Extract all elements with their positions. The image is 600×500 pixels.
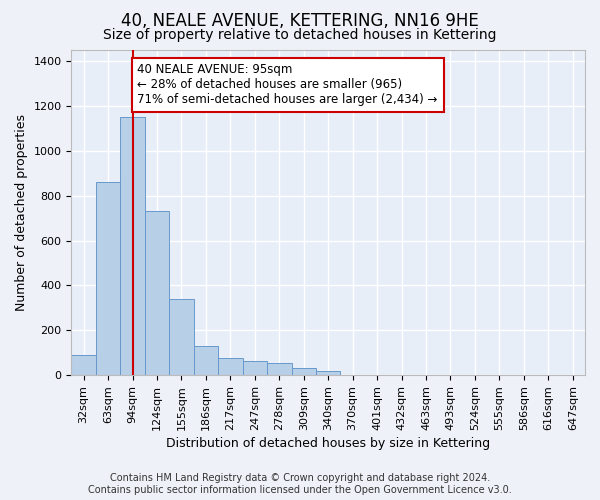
- Bar: [71, 355, 96, 375]
- Bar: [121, 118, 145, 375]
- Bar: [316, 370, 340, 375]
- Text: 40, NEALE AVENUE, KETTERING, NN16 9HE: 40, NEALE AVENUE, KETTERING, NN16 9HE: [121, 12, 479, 30]
- Bar: [242, 360, 267, 375]
- Y-axis label: Number of detached properties: Number of detached properties: [15, 114, 28, 311]
- Bar: [145, 212, 169, 375]
- Bar: [194, 346, 218, 375]
- Bar: [218, 358, 242, 375]
- Bar: [96, 182, 121, 375]
- X-axis label: Distribution of detached houses by size in Kettering: Distribution of detached houses by size …: [166, 437, 490, 450]
- Bar: [267, 363, 292, 375]
- Text: 40 NEALE AVENUE: 95sqm
← 28% of detached houses are smaller (965)
71% of semi-de: 40 NEALE AVENUE: 95sqm ← 28% of detached…: [137, 64, 438, 106]
- Text: Contains HM Land Registry data © Crown copyright and database right 2024.
Contai: Contains HM Land Registry data © Crown c…: [88, 474, 512, 495]
- Bar: [169, 299, 194, 375]
- Bar: [292, 368, 316, 375]
- Text: Size of property relative to detached houses in Kettering: Size of property relative to detached ho…: [103, 28, 497, 42]
